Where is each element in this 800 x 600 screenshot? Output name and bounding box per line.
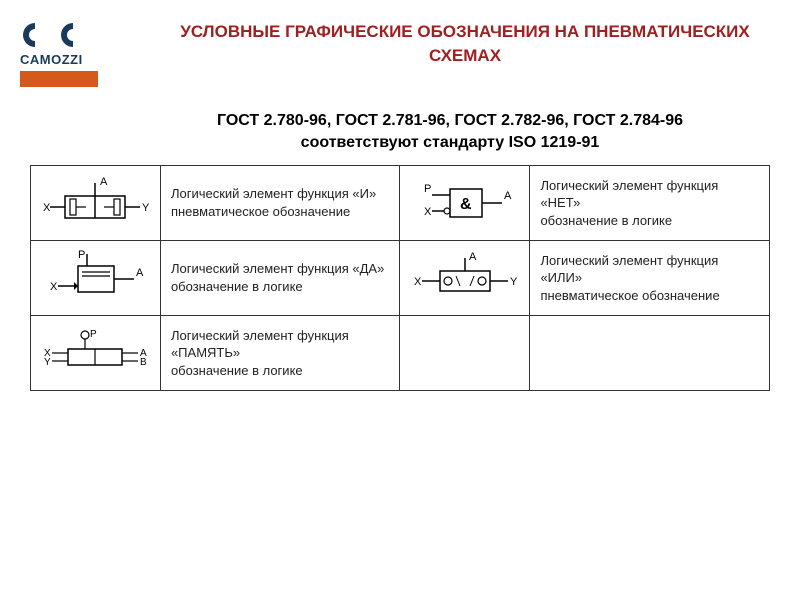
svg-text:Y: Y <box>510 276 518 288</box>
table-row: P X Y A B Логический элемент функция «ПА… <box>31 316 770 391</box>
svg-text:A: A <box>136 267 144 279</box>
svg-text:&: & <box>460 196 472 213</box>
subtitle-line-1: ГОСТ 2.780-96, ГОСТ 2.781-96, ГОСТ 2.782… <box>217 112 683 129</box>
symbol-or-pneumatic: A X Y <box>400 241 530 316</box>
page-title: УСЛОВНЫЕ ГРАФИЧЕСКИЕ ОБОЗНАЧЕНИЯ НА ПНЕВ… <box>170 20 760 68</box>
symbol-and-pneumatic: A X Y <box>31 166 161 241</box>
subtitle-line-2: соответствуют стандарту ISO 1219-91 <box>301 134 600 151</box>
svg-text:A: A <box>504 190 512 202</box>
symbol-memory-logic: P X Y A B <box>31 316 161 391</box>
desc-not-logic: Логический элемент функция «НЕТ»обозначе… <box>530 166 770 241</box>
table-row: A X Y Логический элемент функция «И»пнев… <box>31 166 770 241</box>
logo: CAMOZZI <box>20 20 98 87</box>
desc-empty <box>530 316 770 391</box>
svg-text:B: B <box>140 357 147 368</box>
logo-cc-icon <box>20 20 98 50</box>
desc-yes-logic: Логический элемент функция «ДА»обозначен… <box>160 241 400 316</box>
table-row: P X A Логический элемент функция «ДА»обо… <box>31 241 770 316</box>
svg-text:P: P <box>90 329 97 340</box>
svg-text:Y: Y <box>142 202 150 214</box>
desc-memory-logic: Логический элемент функция «ПАМЯТЬ»обозн… <box>160 316 400 391</box>
logo-underline-bar <box>20 71 98 87</box>
page-subtitle: ГОСТ 2.780-96, ГОСТ 2.781-96, ГОСТ 2.782… <box>140 110 760 153</box>
svg-text:X: X <box>50 281 58 293</box>
svg-text:X: X <box>414 276 422 288</box>
desc-and-pneumatic: Логический элемент функция «И»пневматиче… <box>160 166 400 241</box>
symbol-yes-logic: P X A <box>31 241 161 316</box>
logo-brand-text: CAMOZZI <box>20 52 98 67</box>
svg-text:A: A <box>100 176 108 188</box>
svg-text:X: X <box>43 202 51 214</box>
symbols-table: A X Y Логический элемент функция «И»пнев… <box>30 165 770 391</box>
svg-text:Y: Y <box>44 357 51 368</box>
symbol-not-logic: & P X A <box>400 166 530 241</box>
svg-text:A: A <box>469 251 477 263</box>
svg-text:P: P <box>424 183 431 195</box>
symbol-empty <box>400 316 530 391</box>
desc-or-pneumatic: Логический элемент функция «ИЛИ»пневмати… <box>530 241 770 316</box>
svg-text:X: X <box>424 206 432 218</box>
svg-text:P: P <box>78 249 85 261</box>
